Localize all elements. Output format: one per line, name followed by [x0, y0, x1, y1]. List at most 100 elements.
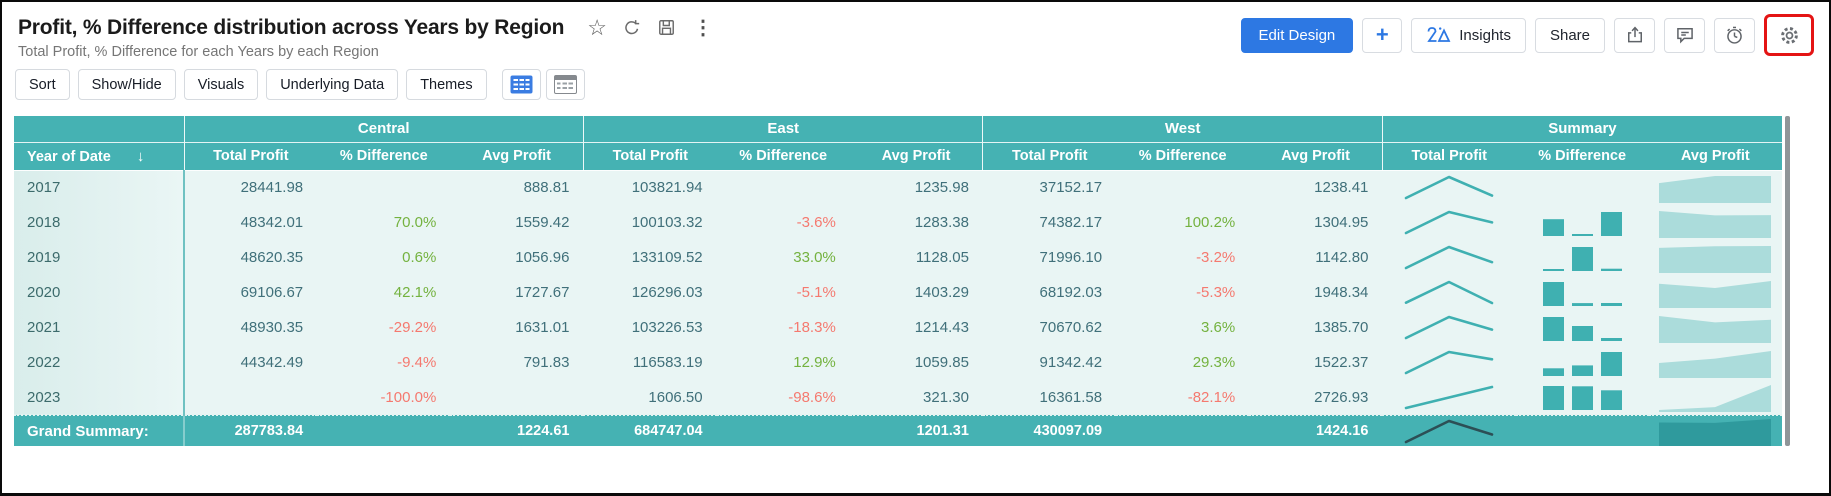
summary-avg-profit-area	[1648, 380, 1782, 415]
kebab-menu-icon[interactable]: ⋮	[692, 17, 713, 39]
cell-avg-profit: 1283.38	[849, 205, 983, 240]
cell-total-profit: 91342.42	[982, 345, 1117, 380]
cell-pct-difference: -98.6%	[716, 380, 850, 415]
sort-button[interactable]: Sort	[15, 69, 70, 100]
table-row: 2017 28441.98 888.81 103821.94 1235.98 37152.…	[14, 170, 1782, 205]
year-of-date-sort-header[interactable]: Year of Date ↓	[14, 141, 184, 171]
grand-avg-profit: 1224.61	[450, 414, 584, 446]
cell-total-profit: 28441.98	[184, 170, 318, 205]
save-icon[interactable]	[657, 18, 676, 37]
tabular-view-button[interactable]	[545, 69, 585, 100]
row-year: 2022	[14, 345, 185, 380]
summary-pct-difference-bars	[1515, 170, 1649, 205]
cell-pct-difference: 3.6%	[1116, 310, 1250, 345]
cell-total-profit: 126296.03	[583, 275, 717, 310]
cell-pct-difference	[1116, 170, 1250, 205]
add-button[interactable]: +	[1362, 17, 1403, 53]
star-icon[interactable]: ☆	[587, 14, 607, 40]
cell-avg-profit	[450, 380, 584, 415]
vertical-scrollbar[interactable]	[1785, 116, 1790, 446]
row-year: 2019	[14, 240, 185, 275]
group-header-central: Central	[183, 116, 584, 142]
cell-total-profit: 48342.01	[184, 205, 318, 240]
cell-avg-profit: 321.30	[849, 380, 983, 415]
grand-summary-label: Grand Summary:	[14, 414, 185, 446]
themes-button[interactable]: Themes	[406, 69, 487, 100]
export-button[interactable]	[1614, 17, 1655, 53]
cell-pct-difference: 29.3%	[1116, 345, 1250, 380]
sub-header: % Difference	[1116, 141, 1250, 171]
cell-total-profit: 70670.62	[982, 310, 1117, 345]
settings-gear-button[interactable]	[1764, 14, 1814, 56]
cell-total-profit: 100103.32	[583, 205, 717, 240]
sub-header: Avg Profit	[1249, 141, 1383, 171]
sub-header: % Difference	[1515, 141, 1649, 171]
sub-header: % Difference	[716, 141, 850, 171]
cell-pct-difference	[716, 170, 850, 205]
sort-descending-icon[interactable]: ↓	[136, 147, 145, 165]
sub-header: Total Profit	[1381, 141, 1516, 171]
cell-pct-difference: -3.2%	[1116, 240, 1250, 275]
tabular-view-icon	[553, 75, 577, 94]
cell-total-profit: 16361.58	[982, 380, 1117, 415]
cell-avg-profit: 1304.95	[1249, 205, 1383, 240]
summary-total-profit-sparkline	[1382, 380, 1516, 415]
summary-avg-profit-area	[1648, 205, 1782, 240]
summary-avg-profit-area	[1648, 275, 1782, 310]
cell-pct-difference: -100.0%	[317, 380, 451, 415]
comment-button[interactable]	[1664, 17, 1705, 53]
comment-icon	[1675, 25, 1695, 45]
summary-pct-difference-bars	[1515, 205, 1649, 240]
cell-total-profit	[184, 380, 318, 415]
table-row: 2019 48620.35 0.6% 1056.96 133109.52 33.0% 112…	[14, 240, 1782, 275]
cell-avg-profit: 1403.29	[849, 275, 983, 310]
cell-pct-difference: 42.1%	[317, 275, 451, 310]
cell-pct-difference: -18.3%	[716, 310, 850, 345]
insights-button[interactable]: Insights	[1411, 17, 1526, 53]
grand-avg-profit-area	[1648, 414, 1782, 446]
cell-avg-profit: 1559.42	[450, 205, 584, 240]
share-button[interactable]: Share	[1534, 17, 1605, 53]
edit-design-button[interactable]: Edit Design	[1240, 17, 1354, 53]
sub-header: Avg Profit	[849, 141, 983, 171]
compact-table-view-button[interactable]	[501, 69, 541, 100]
cell-avg-profit: 1142.80	[1249, 240, 1383, 275]
grand-pct-difference	[317, 414, 451, 446]
show-hide-button[interactable]: Show/Hide	[77, 69, 176, 100]
grand-pct-difference-bars	[1515, 414, 1649, 446]
alarm-icon	[1724, 25, 1745, 46]
table-row: 2020 69106.67 42.1% 1727.67 126296.03 -5.1% 14…	[14, 275, 1782, 310]
grand-summary-row: Grand Summary: 287783.84 1224.61 684747.04 1…	[14, 414, 1782, 446]
cell-pct-difference: -29.2%	[317, 310, 451, 345]
cell-avg-profit: 1631.01	[450, 310, 584, 345]
cell-avg-profit: 2726.93	[1249, 380, 1383, 415]
sub-header: Total Profit	[183, 141, 318, 171]
summary-total-profit-sparkline	[1382, 275, 1516, 310]
cell-total-profit: 68192.03	[982, 275, 1117, 310]
cell-avg-profit: 1214.43	[849, 310, 983, 345]
group-header-east: East	[582, 116, 983, 142]
summary-total-profit-sparkline	[1382, 310, 1516, 345]
cell-avg-profit: 1128.05	[849, 240, 983, 275]
cell-total-profit: 103226.53	[583, 310, 717, 345]
visuals-button[interactable]: Visuals	[183, 69, 259, 100]
cell-total-profit: 37152.17	[982, 170, 1117, 205]
alert-button[interactable]	[1714, 17, 1755, 53]
report-subtitle: Total Profit, % Difference for each Year…	[18, 44, 379, 60]
cell-pct-difference: -3.6%	[716, 205, 850, 240]
summary-total-profit-sparkline	[1382, 345, 1516, 380]
summary-pct-difference-bars	[1515, 275, 1649, 310]
cell-total-profit: 71996.10	[982, 240, 1117, 275]
cell-avg-profit: 888.81	[450, 170, 584, 205]
underlying-data-button[interactable]: Underlying Data	[266, 69, 399, 100]
cell-avg-profit: 791.83	[450, 345, 584, 380]
grand-total-profit: 287783.84	[184, 414, 318, 446]
cell-pct-difference: -5.1%	[716, 275, 850, 310]
cell-total-profit: 103821.94	[583, 170, 717, 205]
cell-total-profit: 116583.19	[583, 345, 717, 380]
summary-avg-profit-area	[1648, 170, 1782, 205]
sub-header: Total Profit	[582, 141, 717, 171]
cell-pct-difference: -82.1%	[1116, 380, 1250, 415]
refresh-icon[interactable]	[622, 18, 642, 38]
zia-icon	[1426, 26, 1452, 44]
